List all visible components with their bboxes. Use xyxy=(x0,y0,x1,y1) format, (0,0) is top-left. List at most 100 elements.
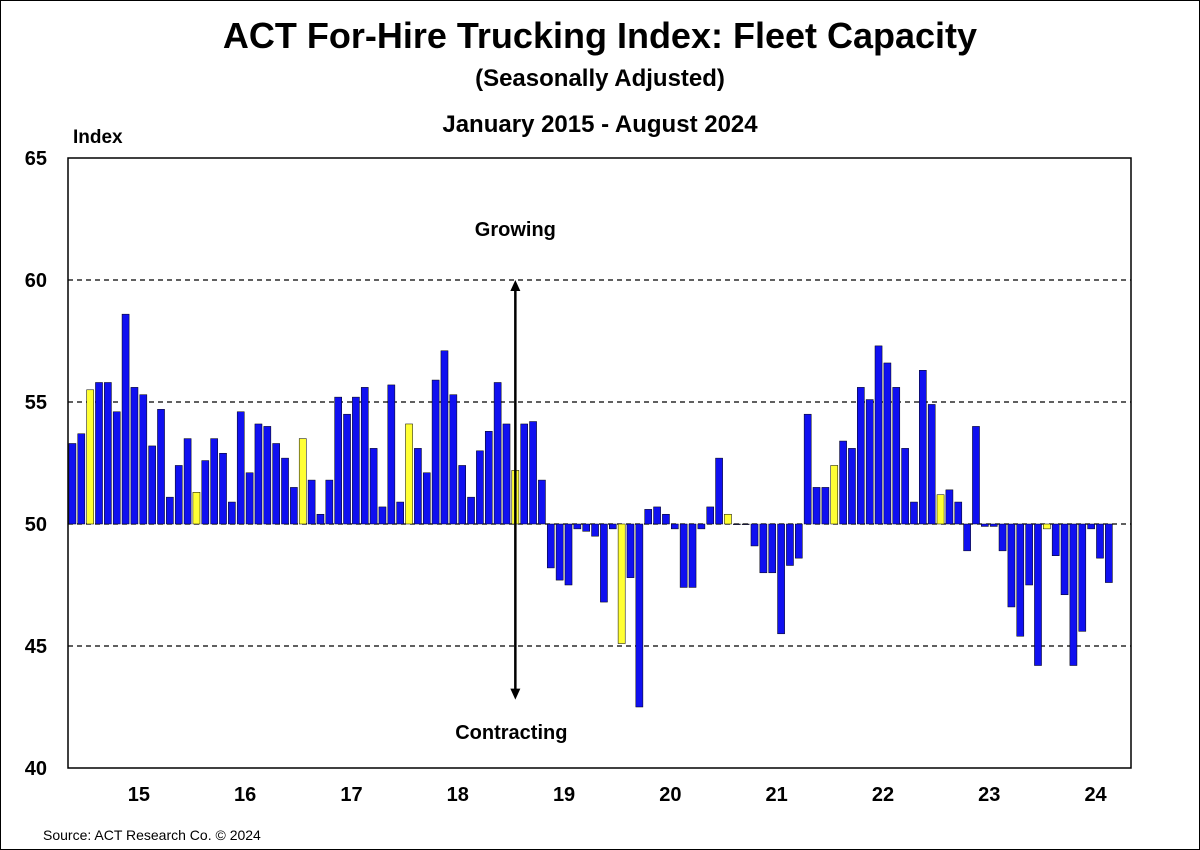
bar xyxy=(1025,523,1033,586)
bar xyxy=(1078,523,1087,632)
bar xyxy=(476,450,484,525)
bar xyxy=(192,492,201,525)
bar xyxy=(245,472,254,525)
x-tick-label: 22 xyxy=(872,784,894,806)
bar xyxy=(671,523,679,530)
bar xyxy=(1069,523,1078,666)
bar xyxy=(68,443,77,525)
bar xyxy=(467,496,475,525)
bar xyxy=(325,479,334,525)
bar xyxy=(281,457,289,525)
bar xyxy=(733,523,741,525)
bar xyxy=(1034,523,1042,666)
y-tick-label: 60 xyxy=(25,270,47,292)
x-tick-label: 24 xyxy=(1084,784,1107,806)
bar xyxy=(919,370,927,525)
bar xyxy=(564,523,573,586)
bar xyxy=(555,523,564,581)
bar xyxy=(635,523,644,708)
bar xyxy=(546,523,555,569)
bar xyxy=(839,440,847,525)
bar xyxy=(502,423,511,525)
bar xyxy=(981,523,989,527)
bar xyxy=(396,501,404,525)
x-tick-label: 16 xyxy=(234,784,256,806)
bar xyxy=(573,523,582,530)
bar xyxy=(352,396,360,525)
bar xyxy=(228,501,236,525)
bar xyxy=(644,509,653,525)
bar xyxy=(112,411,121,525)
bar xyxy=(484,431,493,525)
bar xyxy=(378,506,387,525)
bar xyxy=(201,460,210,525)
bar xyxy=(786,523,794,566)
bar xyxy=(865,399,874,525)
bar xyxy=(1105,523,1113,583)
bar xyxy=(316,513,325,525)
bar xyxy=(777,523,785,635)
bar xyxy=(405,423,413,525)
bar xyxy=(724,513,732,525)
bar xyxy=(307,479,316,525)
x-tick-label: 18 xyxy=(447,784,469,806)
bar xyxy=(219,452,227,525)
bar xyxy=(183,438,192,525)
y-tick-label: 50 xyxy=(25,514,47,536)
bar xyxy=(582,523,591,532)
x-tick-label: 23 xyxy=(978,784,1000,806)
bar xyxy=(520,423,528,525)
bar xyxy=(954,501,963,525)
annotation-growing: Growing xyxy=(475,219,556,241)
bar xyxy=(210,438,218,525)
y-tick-label: 45 xyxy=(25,636,47,658)
x-tick-label: 19 xyxy=(553,784,575,806)
bar xyxy=(989,523,998,527)
bar xyxy=(1007,523,1016,608)
bar xyxy=(927,404,936,525)
bar xyxy=(236,411,245,525)
bar xyxy=(626,523,635,578)
bar xyxy=(830,465,839,525)
bar xyxy=(95,382,103,525)
source-note: Source: ACT Research Co. © 2024 xyxy=(43,827,261,843)
bar xyxy=(608,523,617,530)
bar xyxy=(290,487,298,525)
bar xyxy=(679,523,688,588)
bar xyxy=(414,448,422,525)
arrow-head-down xyxy=(510,688,521,700)
bar xyxy=(1087,523,1095,530)
x-tick-label: 20 xyxy=(659,784,681,806)
bar xyxy=(892,387,901,525)
bar xyxy=(298,438,307,525)
bar xyxy=(821,487,830,525)
bar xyxy=(600,523,608,603)
bar xyxy=(857,387,865,525)
bar xyxy=(254,423,263,525)
bar xyxy=(157,409,165,525)
bar xyxy=(936,494,945,525)
bar xyxy=(688,523,697,588)
y-tick-label: 65 xyxy=(25,148,47,170)
bar xyxy=(529,421,537,525)
bar xyxy=(812,487,821,525)
bar xyxy=(86,389,94,525)
bar xyxy=(883,362,892,525)
bar xyxy=(166,496,174,525)
bar xyxy=(1051,523,1060,556)
bar xyxy=(998,523,1007,552)
bar xyxy=(387,384,396,525)
plot-area-border xyxy=(67,157,1132,769)
chart-period: January 2015 - August 2024 xyxy=(442,111,758,138)
bar xyxy=(121,313,130,525)
bar xyxy=(901,448,909,525)
bar xyxy=(422,472,431,525)
arrow-head-up xyxy=(510,280,521,291)
bar xyxy=(77,433,86,525)
x-tick-label: 17 xyxy=(340,784,362,806)
bar xyxy=(334,396,342,525)
y-tick-label: 40 xyxy=(25,758,47,780)
bar xyxy=(750,523,759,547)
